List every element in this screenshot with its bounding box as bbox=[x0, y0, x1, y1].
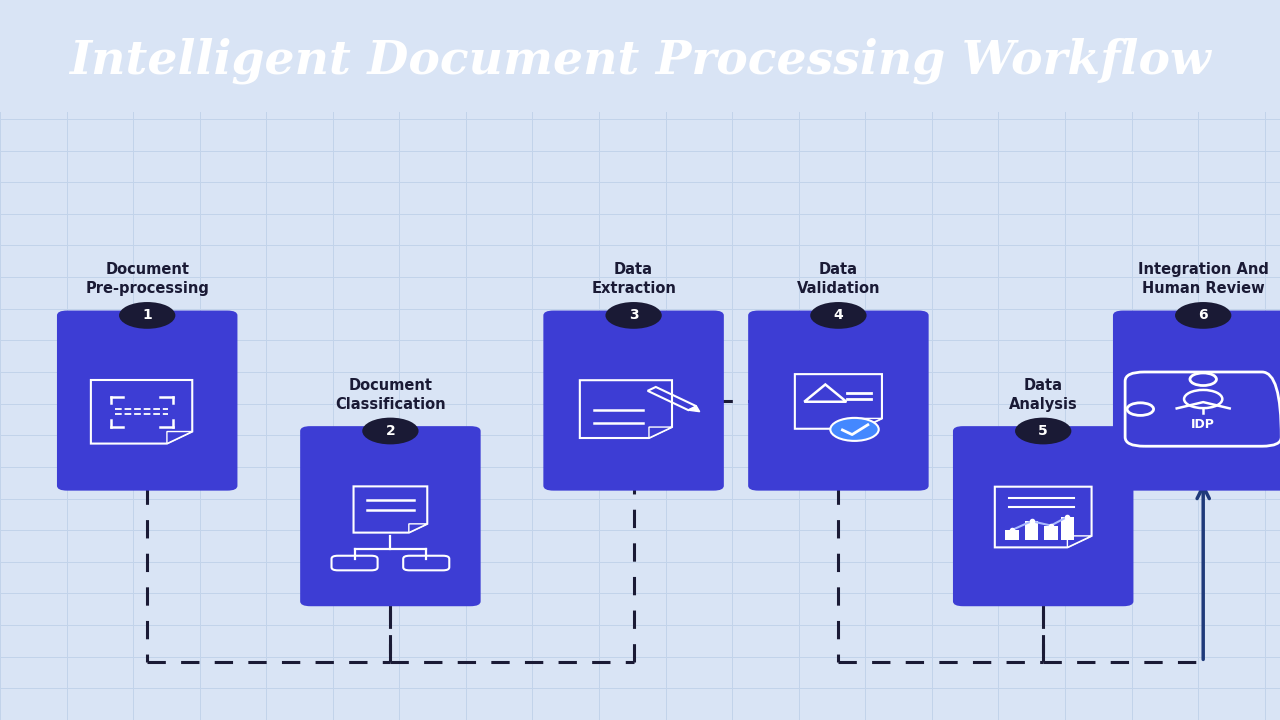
Circle shape bbox=[119, 302, 175, 329]
Polygon shape bbox=[114, 377, 200, 431]
FancyBboxPatch shape bbox=[300, 426, 481, 606]
Circle shape bbox=[1015, 418, 1071, 444]
FancyBboxPatch shape bbox=[1114, 310, 1280, 490]
Text: Document
Classification: Document Classification bbox=[335, 378, 445, 412]
FancyBboxPatch shape bbox=[58, 310, 238, 490]
Circle shape bbox=[362, 418, 419, 444]
Text: 2: 2 bbox=[385, 424, 396, 438]
Text: 1: 1 bbox=[142, 308, 152, 323]
Polygon shape bbox=[1068, 536, 1092, 547]
Text: Data
Validation: Data Validation bbox=[796, 262, 881, 296]
FancyBboxPatch shape bbox=[544, 310, 724, 490]
FancyBboxPatch shape bbox=[1044, 526, 1057, 540]
Circle shape bbox=[810, 302, 867, 329]
Text: Document
Pre-processing: Document Pre-processing bbox=[86, 262, 209, 296]
Text: IDP: IDP bbox=[1192, 418, 1215, 431]
Text: 3: 3 bbox=[628, 308, 639, 323]
Polygon shape bbox=[995, 487, 1092, 547]
FancyBboxPatch shape bbox=[1061, 517, 1074, 540]
FancyBboxPatch shape bbox=[749, 310, 929, 490]
Text: Data
Extraction: Data Extraction bbox=[591, 262, 676, 296]
Circle shape bbox=[605, 302, 662, 329]
Polygon shape bbox=[353, 487, 428, 533]
Text: 6: 6 bbox=[1198, 308, 1208, 323]
Polygon shape bbox=[649, 427, 672, 438]
Text: Data
Analysis: Data Analysis bbox=[1009, 378, 1078, 412]
FancyBboxPatch shape bbox=[952, 426, 1134, 606]
Text: Intelligent Document Processing Workflow: Intelligent Document Processing Workflow bbox=[69, 37, 1211, 84]
Polygon shape bbox=[408, 524, 428, 533]
Text: 4: 4 bbox=[833, 308, 844, 323]
Polygon shape bbox=[860, 418, 882, 428]
FancyBboxPatch shape bbox=[1006, 530, 1019, 540]
Circle shape bbox=[831, 418, 879, 441]
Polygon shape bbox=[795, 374, 882, 428]
Text: Integration And
Human Review: Integration And Human Review bbox=[1138, 262, 1268, 296]
Polygon shape bbox=[91, 380, 192, 444]
Text: 5: 5 bbox=[1038, 424, 1048, 438]
Polygon shape bbox=[166, 431, 192, 444]
Polygon shape bbox=[580, 380, 672, 438]
FancyBboxPatch shape bbox=[1025, 521, 1038, 540]
Polygon shape bbox=[689, 406, 700, 412]
Circle shape bbox=[1175, 302, 1231, 329]
